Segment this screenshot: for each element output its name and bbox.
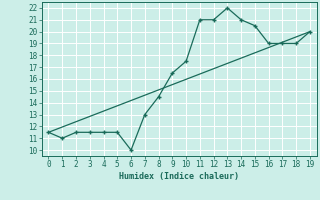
X-axis label: Humidex (Indice chaleur): Humidex (Indice chaleur) (119, 172, 239, 181)
